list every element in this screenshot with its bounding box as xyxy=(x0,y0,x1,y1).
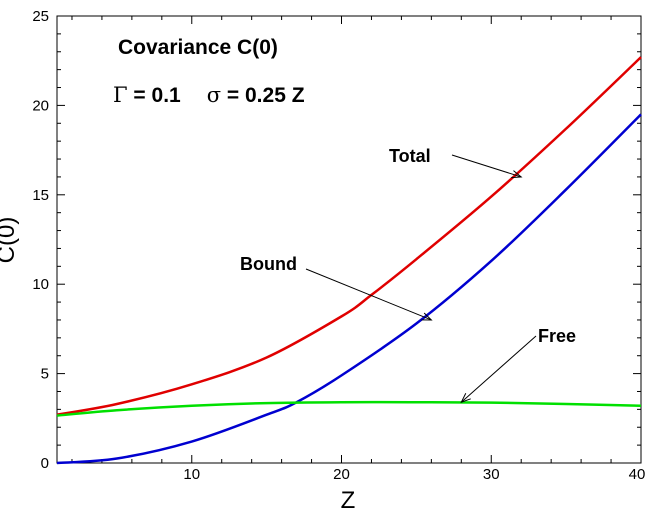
annotation-arrow-bound xyxy=(305,268,432,321)
annotation-arrowhead-bound xyxy=(421,312,433,321)
plot-border xyxy=(56,15,642,464)
annotation-arrow-total xyxy=(451,154,522,178)
x-tick-label: 40 xyxy=(629,466,646,483)
x-tick-label: 30 xyxy=(483,466,500,483)
y-tick-label: 5 xyxy=(41,366,49,383)
x-tick-label: 10 xyxy=(183,466,200,483)
plot-frame xyxy=(56,15,642,464)
y-tick-label: 25 xyxy=(32,8,49,25)
series-layer xyxy=(56,56,642,465)
annotation-arrowhead-free xyxy=(460,393,471,404)
annotation-total: Total xyxy=(389,146,431,166)
annotation-bound: Bound xyxy=(240,254,297,274)
gamma-symbol: Γ xyxy=(113,83,128,107)
sigma-symbol: σ xyxy=(207,83,221,107)
annotation-arrowhead-total xyxy=(511,170,523,179)
series-line-free xyxy=(56,400,642,417)
series-line-total xyxy=(56,56,642,416)
chart-subtitle: Γ = 0.1 σ = 0.25 Z xyxy=(113,83,305,107)
gamma-value: = 0.1 xyxy=(128,84,181,107)
sigma-value: = 0.25 Z xyxy=(221,84,305,107)
x-axis-label: Z xyxy=(341,487,356,511)
axis-ticks xyxy=(57,15,642,464)
y-tick-label: 10 xyxy=(32,276,49,293)
y-tick-label: 20 xyxy=(32,97,49,114)
annotation-free: Free xyxy=(538,326,576,346)
x-tick-label: 20 xyxy=(333,466,350,483)
series-line-bound xyxy=(56,113,642,465)
y-tick-label: 15 xyxy=(32,187,49,204)
y-axis-label: C(0) xyxy=(0,217,20,264)
y-tick-label: 0 xyxy=(41,455,49,472)
annotation-layer: Total Bound Free xyxy=(240,146,576,404)
chart-title: Covariance C(0) xyxy=(118,36,278,59)
tick-labels: 10 20 30 40 0 5 10 15 20 25 xyxy=(32,8,645,483)
annotation-arrow-free xyxy=(460,335,537,403)
